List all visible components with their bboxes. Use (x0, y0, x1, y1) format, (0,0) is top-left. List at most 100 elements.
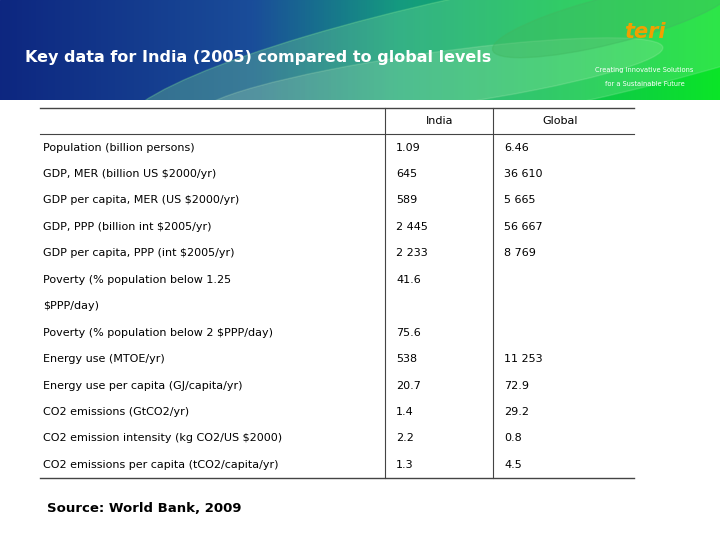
Bar (461, 0, 464, 100)
Bar (454, 0, 456, 100)
Text: 1.4: 1.4 (396, 407, 414, 417)
Bar (223, 0, 226, 100)
Bar (101, 0, 104, 100)
Bar (672, 0, 675, 100)
Bar (127, 0, 130, 100)
Bar (250, 0, 253, 100)
Text: 1.3: 1.3 (396, 460, 413, 470)
Bar (610, 0, 613, 100)
Bar (504, 0, 507, 100)
Bar (650, 0, 654, 100)
Bar (492, 0, 495, 100)
Bar (518, 0, 521, 100)
Bar (605, 0, 608, 100)
Text: Energy use per capita (GJ/capita/yr): Energy use per capita (GJ/capita/yr) (43, 381, 243, 390)
Text: 538: 538 (396, 354, 417, 364)
Bar (470, 0, 474, 100)
Text: Poverty (% population below 2 $PPP/day): Poverty (% population below 2 $PPP/day) (43, 328, 273, 338)
Bar (569, 0, 572, 100)
Bar (27, 0, 30, 100)
Bar (297, 0, 301, 100)
Bar (230, 0, 233, 100)
Bar (341, 0, 344, 100)
Bar (295, 0, 298, 100)
Bar (559, 0, 562, 100)
Bar (204, 0, 207, 100)
Bar (89, 0, 92, 100)
Bar (387, 0, 390, 100)
Bar (468, 0, 471, 100)
Bar (441, 0, 445, 100)
Bar (293, 0, 296, 100)
Bar (607, 0, 611, 100)
Bar (600, 0, 603, 100)
Bar (557, 0, 560, 100)
Bar (163, 0, 166, 100)
Bar (708, 0, 711, 100)
Bar (0, 0, 3, 100)
Text: 41.6: 41.6 (396, 275, 420, 285)
Bar (662, 0, 665, 100)
Bar (259, 0, 262, 100)
Bar (365, 0, 368, 100)
Bar (34, 0, 37, 100)
Ellipse shape (122, 0, 720, 151)
Bar (415, 0, 418, 100)
Text: Global: Global (542, 116, 577, 126)
Bar (612, 0, 615, 100)
Bar (31, 0, 35, 100)
Text: 8 769: 8 769 (504, 248, 536, 258)
Bar (689, 0, 692, 100)
Bar (346, 0, 348, 100)
Text: Energy use (MTOE/yr): Energy use (MTOE/yr) (43, 354, 165, 364)
Bar (485, 0, 488, 100)
Bar (516, 0, 519, 100)
Bar (444, 0, 447, 100)
Bar (502, 0, 505, 100)
Bar (317, 0, 320, 100)
Text: CO2 emission intensity (kg CO2/US $2000): CO2 emission intensity (kg CO2/US $2000) (43, 434, 282, 443)
Bar (513, 0, 517, 100)
Bar (302, 0, 305, 100)
Bar (290, 0, 294, 100)
Bar (614, 0, 618, 100)
Bar (281, 0, 284, 100)
Bar (276, 0, 279, 100)
Bar (238, 0, 240, 100)
Bar (271, 0, 274, 100)
Bar (567, 0, 570, 100)
Text: CO2 emissions per capita (tCO2/capita/yr): CO2 emissions per capita (tCO2/capita/yr… (43, 460, 279, 470)
Bar (617, 0, 620, 100)
Text: 5 665: 5 665 (504, 195, 536, 205)
Bar (547, 0, 550, 100)
Text: teri: teri (624, 22, 665, 42)
Bar (598, 0, 600, 100)
Bar (581, 0, 584, 100)
Bar (562, 0, 564, 100)
Bar (72, 0, 75, 100)
Bar (657, 0, 661, 100)
Bar (65, 0, 68, 100)
Text: 72.9: 72.9 (504, 381, 529, 390)
Bar (125, 0, 128, 100)
Bar (466, 0, 469, 100)
Bar (336, 0, 339, 100)
Bar (369, 0, 373, 100)
Bar (22, 0, 24, 100)
Bar (182, 0, 186, 100)
Bar (631, 0, 634, 100)
Text: 4.5: 4.5 (504, 460, 522, 470)
Bar (19, 0, 22, 100)
Bar (713, 0, 716, 100)
Bar (377, 0, 380, 100)
Bar (353, 0, 356, 100)
Bar (459, 0, 462, 100)
Bar (189, 0, 193, 100)
Bar (12, 0, 15, 100)
Bar (245, 0, 248, 100)
Text: GDP, MER (billion US $2000/yr): GDP, MER (billion US $2000/yr) (43, 169, 217, 179)
Bar (639, 0, 642, 100)
Bar (199, 0, 202, 100)
Bar (499, 0, 503, 100)
Bar (319, 0, 323, 100)
